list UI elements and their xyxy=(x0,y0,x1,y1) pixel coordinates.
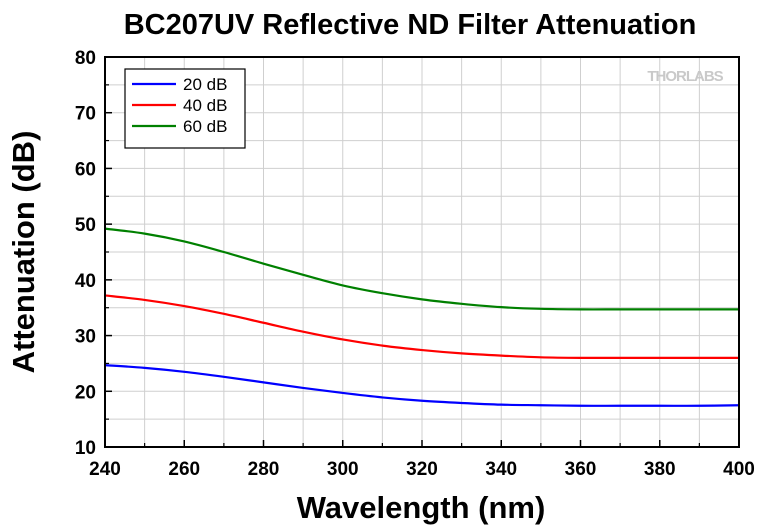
x-tick-label: 240 xyxy=(89,459,121,480)
y-tick-label: 60 xyxy=(75,159,96,180)
series-line-1 xyxy=(104,364,740,407)
legend-label: 40 dB xyxy=(183,96,227,115)
y-tick-label: 30 xyxy=(75,327,96,348)
y-tick-label: 40 xyxy=(75,271,96,292)
y-tick-label: 80 xyxy=(75,48,96,69)
y-tick-label: 20 xyxy=(75,382,96,403)
x-tick-label: 260 xyxy=(168,459,200,480)
x-tick-label: 340 xyxy=(485,459,517,480)
x-tick-label: 320 xyxy=(406,459,438,480)
x-tick-label: 300 xyxy=(327,459,359,480)
series-line-3 xyxy=(104,227,739,311)
x-tick-label: 400 xyxy=(723,459,755,480)
series-line-2 xyxy=(104,294,739,359)
axis-ticks: 240 260 280 300 320 340 360 380 400 10 20 30 40 50 60 7… xyxy=(75,48,755,480)
x-tick-label: 360 xyxy=(565,459,597,480)
chart-title: BC207UV Reflective ND Filter Attenuation xyxy=(124,9,697,41)
thorlabs-watermark: THORLABS xyxy=(647,68,723,85)
y-tick-label: 10 xyxy=(75,438,96,459)
x-tick-label: 280 xyxy=(248,459,280,480)
legend: 20 dB 40 dB 60 dB xyxy=(124,68,246,149)
y-axis-title: Attenuation (dB) xyxy=(6,131,41,374)
y-tick-label: 70 xyxy=(75,104,96,125)
x-tick-label: 380 xyxy=(644,459,676,480)
legend-label: 20 dB xyxy=(183,75,227,94)
legend-box xyxy=(124,68,246,149)
y-tick-label: 50 xyxy=(75,215,96,236)
series-lines xyxy=(104,227,740,407)
x-axis-title: Wavelength (nm) xyxy=(297,490,546,525)
legend-label: 60 dB xyxy=(183,117,227,136)
